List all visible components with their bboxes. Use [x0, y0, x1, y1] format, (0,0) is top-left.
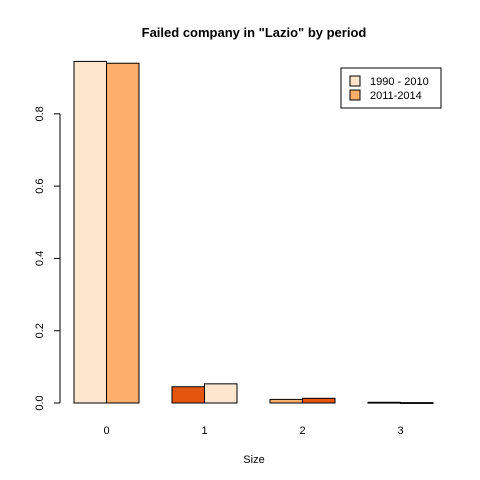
- bar-0-series-1: [73, 60, 107, 404]
- y-tick-label: 0.4: [34, 251, 46, 266]
- bar-3-series-1: [367, 401, 401, 404]
- y-tick-label: 0.8: [34, 106, 46, 121]
- bar-2-series-1: [269, 398, 303, 404]
- y-tick-label: 0.0: [34, 395, 46, 410]
- bar-0-series-2: [106, 62, 140, 404]
- y-axis: 0.0 0.2 0.4 0.6 0.8: [34, 106, 61, 411]
- legend-swatch: [349, 89, 361, 101]
- legend-label: 2011-2014: [370, 90, 422, 102]
- legend-swatch: [349, 75, 361, 87]
- legend-box: [340, 67, 442, 109]
- x-tick-label: 2: [299, 425, 305, 437]
- bar-2-series-2: [302, 397, 336, 404]
- x-tick-label: 1: [201, 425, 207, 437]
- x-axis-label: Size: [243, 454, 264, 466]
- x-tick-label: 0: [103, 425, 109, 437]
- legend: 1990 - 2010 2011-2014: [340, 67, 442, 109]
- legend-label: 1990 - 2010: [370, 76, 429, 88]
- x-axis: 0 1 2 3: [103, 425, 403, 437]
- chart-title: Failed company in "Lazio" by period: [142, 25, 367, 40]
- bar-1-series-2: [204, 383, 238, 404]
- bar-1-series-1: [171, 386, 205, 404]
- y-tick-label: 0.2: [34, 323, 46, 338]
- x-tick-label: 3: [397, 425, 403, 437]
- y-tick-label: 0.6: [34, 178, 46, 193]
- bar-3-series-2: [400, 402, 434, 404]
- bar-group: [73, 60, 434, 404]
